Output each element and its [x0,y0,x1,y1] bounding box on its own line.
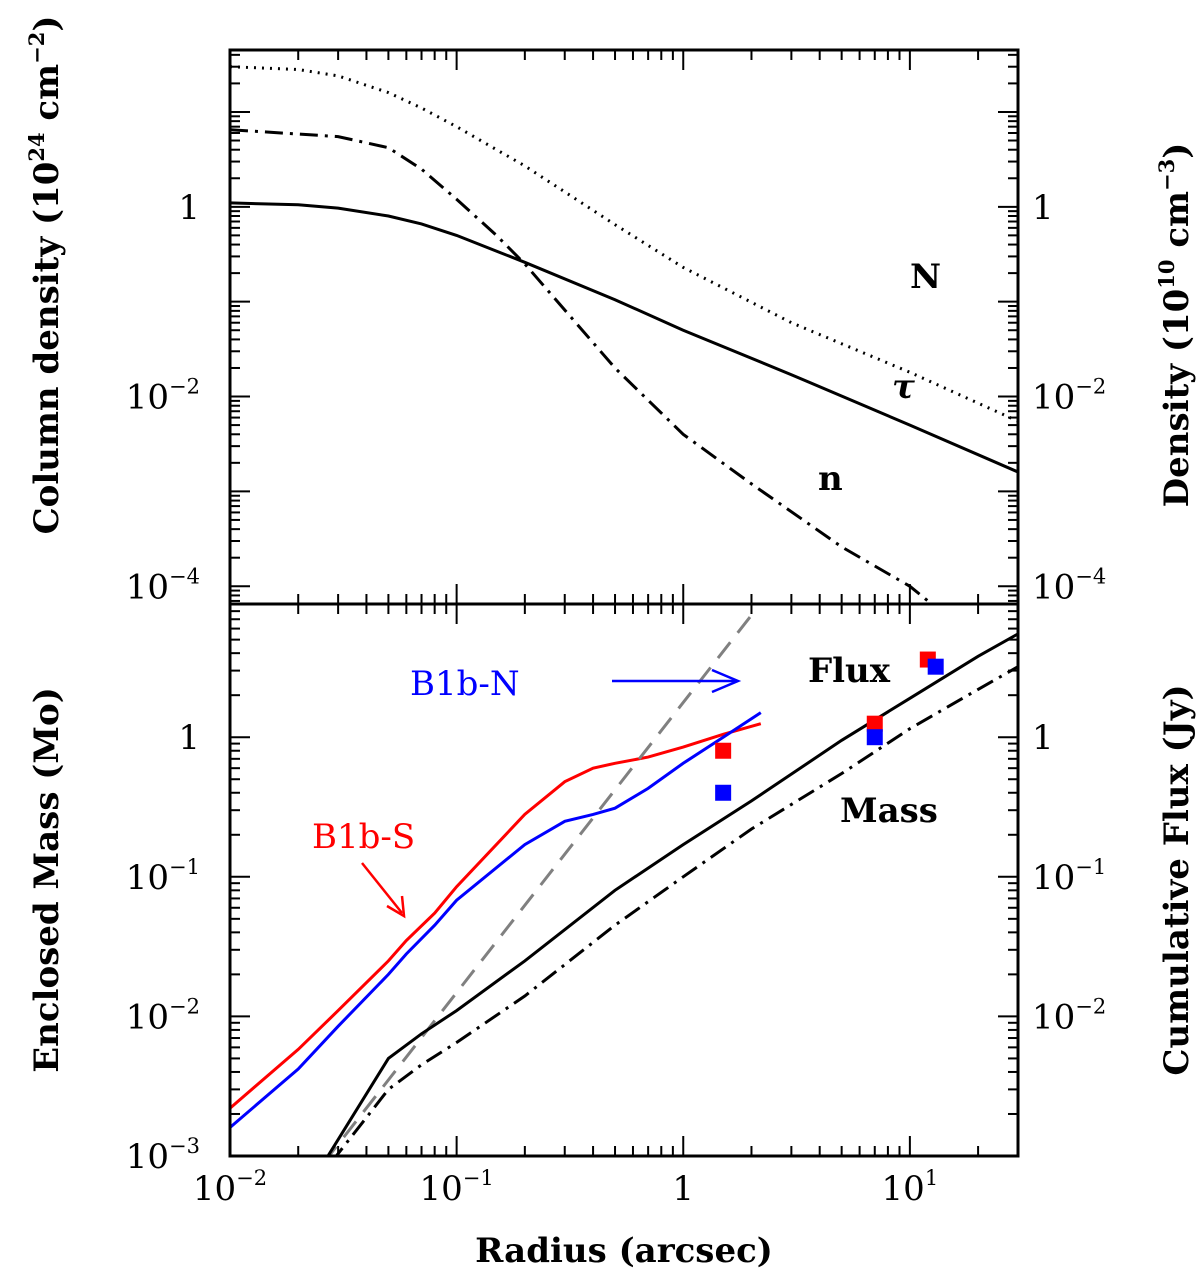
bottom-ytick-label-left: 10−3 [126,1134,200,1177]
arrow-b1b-n-head [711,668,742,694]
bottom-ytick-label-right-base: 10 [1032,858,1075,898]
arrow-b1b-s-shaft [361,862,403,914]
y-axis-title-top-left: Column density (1024 cm−2) [24,16,67,535]
bottom-ytick-label-right-exponent: −2 [1075,994,1106,1018]
top-ytick-label-right-exponent: −4 [1075,564,1106,588]
top-ytick-label-right-base: 10 [1032,567,1075,607]
bottom-series-flux [326,632,1018,1156]
bottom-plot-frame [228,602,1020,1158]
data-point-blue-3 [866,729,883,746]
bottom-ytick-label-left-exponent: −1 [169,855,200,879]
bottom-ytick-label-left: 10−1 [126,855,200,898]
bottom-series-b1b-s [230,722,762,1110]
data-point-blue-5 [927,658,944,675]
xtick-label: 10−2 [193,1166,267,1209]
bottom-data-points [715,651,944,801]
top-panel: 1 110−2 10−210−4 10−4 N τ n [126,48,1106,607]
xtick-label-base: 10 [420,1169,463,1209]
top-ytick-label-right-base: 1 [1032,188,1054,228]
bottom-series-reference [327,614,753,1156]
bottom-ytick-label-left-base: 1 [178,718,200,758]
top-ytick-label-left: 10−2 [126,375,200,418]
top-ytick-label-right: 10−4 [1032,564,1106,607]
ylabel-top-left-part-3: ) [27,16,67,32]
top-plot-frame [228,48,1020,606]
data-point-blue-1 [715,784,732,801]
x-tick-labels: 10−2 10−1 1 101 [193,1166,938,1209]
bottom-ytick-label-left-base: 10 [126,858,169,898]
label-b1b-n: B1b-N [410,664,520,704]
bottom-ytick-label-right: 10−2 [1032,994,1106,1037]
xtick-label-base: 10 [882,1169,925,1209]
xtick-label-base: 10 [193,1169,236,1209]
label-b1b-s: B1b-S [312,817,415,857]
ylabel-top-right-part-2: cm [1157,191,1197,260]
top-tick-marks [229,50,1019,604]
top-ytick-label-right: 10−2 [1032,375,1106,418]
xtick-label-exponent: 1 [925,1166,938,1190]
top-ytick-label-left-exponent: −4 [169,564,200,588]
ylabel-top-left-sup-1: 24 [24,132,49,161]
annotation-n: n [818,459,843,499]
y-axis-title-top-right: Density (1010 cm−3) [1154,143,1197,508]
annotation-N: N [910,257,941,297]
bottom-ytick-label-left-base: 10 [126,1137,169,1177]
top-series-- [230,201,1018,474]
bottom-series-b1b-n [230,711,762,1129]
annotation-mass: Mass [840,791,938,831]
ylabel-top-right-part-1: Density (10 [1157,289,1197,508]
bottom-ytick-label-left-exponent: −2 [169,994,200,1018]
top-ytick-label-left: 10−4 [126,564,200,607]
top-ytick-label-right-exponent: −2 [1075,375,1106,399]
y-axis-title-bottom-left: Enclosed Mass (Mo) [27,687,67,1073]
bottom-ytick-label-left: 10−2 [126,994,200,1037]
bottom-ytick-label-right-base: 10 [1032,997,1075,1037]
xtick-label-base: 1 [672,1169,694,1209]
ylabel-top-right-part-3: ) [1157,143,1197,159]
bottom-ytick-label-right: 10−1 [1032,855,1106,898]
x-axis-title: Radius (arcsec) [475,1231,773,1271]
bottom-series-mass [334,665,1018,1156]
ylabel-top-left-sup-2: −2 [24,32,49,64]
top-ytick-label-left: 1 [178,188,200,228]
data-point-red-2 [866,715,883,732]
top-ytick-label-left-base: 1 [178,188,200,228]
top-series-group [230,65,1018,604]
arrow-b1b-s-head [386,895,406,919]
xtick-label: 101 [882,1166,939,1209]
top-ytick-label-left-exponent: −2 [169,375,200,399]
bottom-ytick-label-left-base: 10 [126,997,169,1037]
bottom-ytick-label-right: 1 [1032,718,1054,758]
bottom-ytick-label-left-exponent: −3 [169,1134,200,1158]
top-y-tick-labels: 1 110−2 10−210−4 10−4 [126,188,1106,607]
xtick-label-exponent: −1 [463,1166,494,1190]
bottom-ytick-label-right-base: 1 [1032,718,1054,758]
xtick-label: 10−1 [420,1166,494,1209]
xtick-label-exponent: −2 [236,1166,267,1190]
top-ytick-label-right-base: 10 [1032,378,1075,418]
xtick-label: 1 [672,1169,694,1209]
data-point-red-0 [715,742,732,759]
bottom-tick-marks [229,603,1019,1157]
top-ytick-label-left-base: 10 [126,567,169,607]
bottom-ytick-label-left: 1 [178,718,200,758]
top-series-n [230,128,935,604]
annotation-tau: τ [892,367,915,407]
top-ytick-label-left-base: 10 [126,378,169,418]
y-axis-title-bottom-right: Cumulative Flux (Jy) [1157,684,1197,1075]
bottom-ytick-label-right-exponent: −1 [1075,855,1106,879]
ylabel-top-right-sup-1: 10 [1154,260,1179,289]
ylabel-top-left-part-2: cm [27,64,67,133]
annotation-flux: Flux [808,651,891,691]
ylabel-top-right-sup-2: −3 [1154,159,1179,191]
bottom-series-group [230,614,1018,1156]
top-ytick-label-right: 1 [1032,188,1054,228]
ylabel-top-left-part-1: Column density (10 [27,162,67,535]
